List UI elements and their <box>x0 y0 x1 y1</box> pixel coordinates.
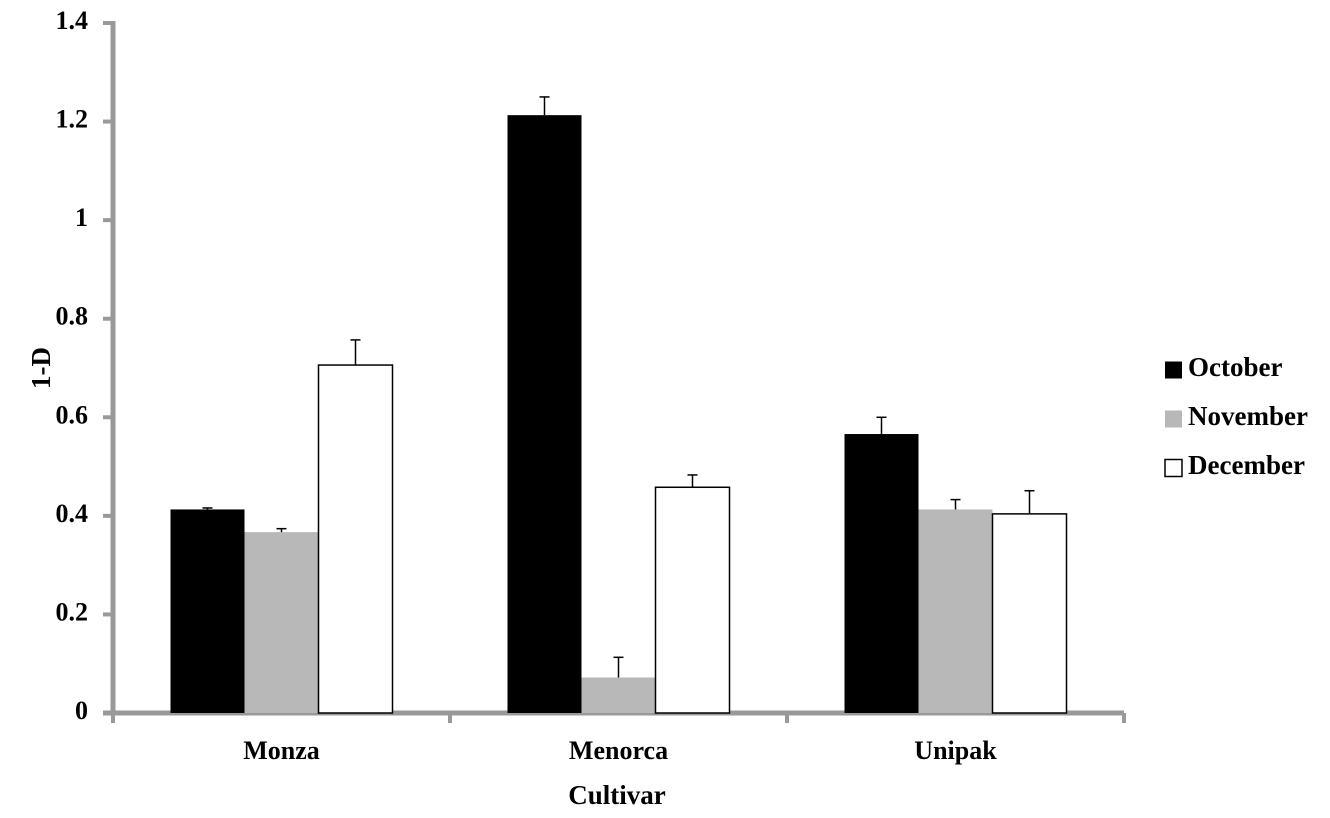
bar-october-menorca <box>507 115 582 713</box>
x-category-label: Unipak <box>914 736 997 765</box>
y-tick-label: 1 <box>75 203 88 232</box>
x-category-label: Menorca <box>569 736 668 765</box>
bar-december-menorca <box>654 486 731 714</box>
y-tick-label: 0.8 <box>56 302 89 331</box>
y-tick-label: 1.4 <box>56 6 89 35</box>
legend-label-november: November <box>1188 401 1308 431</box>
y-tick-label: 0 <box>75 696 88 725</box>
y-axis-title: 1-D <box>26 347 56 389</box>
y-tick-labels: 0 0.2 0.4 0.6 0.8 1 1.2 1.4 <box>56 6 89 725</box>
x-axis-title: Cultivar <box>568 780 666 810</box>
bar-november-monza <box>244 532 319 713</box>
bar-december-unipak <box>991 513 1068 714</box>
bar-november-menorca <box>581 677 656 713</box>
y-tick-label: 0.6 <box>56 400 89 429</box>
bars <box>170 96 1068 714</box>
x-category-label: Monza <box>243 736 320 765</box>
legend-label-december: December <box>1188 450 1305 480</box>
bar-october-unipak <box>844 434 919 713</box>
bar-november-unipak <box>918 509 993 713</box>
legend-swatch-october <box>1165 361 1182 379</box>
legend-label-october: October <box>1188 352 1282 382</box>
y-tick-label: 1.2 <box>56 105 89 134</box>
bar-december-monza <box>317 364 394 714</box>
legend-swatch-november <box>1165 410 1182 428</box>
legend: October November December <box>1164 352 1308 480</box>
bar-october-monza <box>170 509 245 713</box>
legend-swatch-december <box>1164 458 1183 478</box>
x-category-labels: Monza Menorca Unipak <box>243 736 997 765</box>
y-tick-label: 0.2 <box>56 597 89 626</box>
y-tick-label: 0.4 <box>56 499 89 528</box>
